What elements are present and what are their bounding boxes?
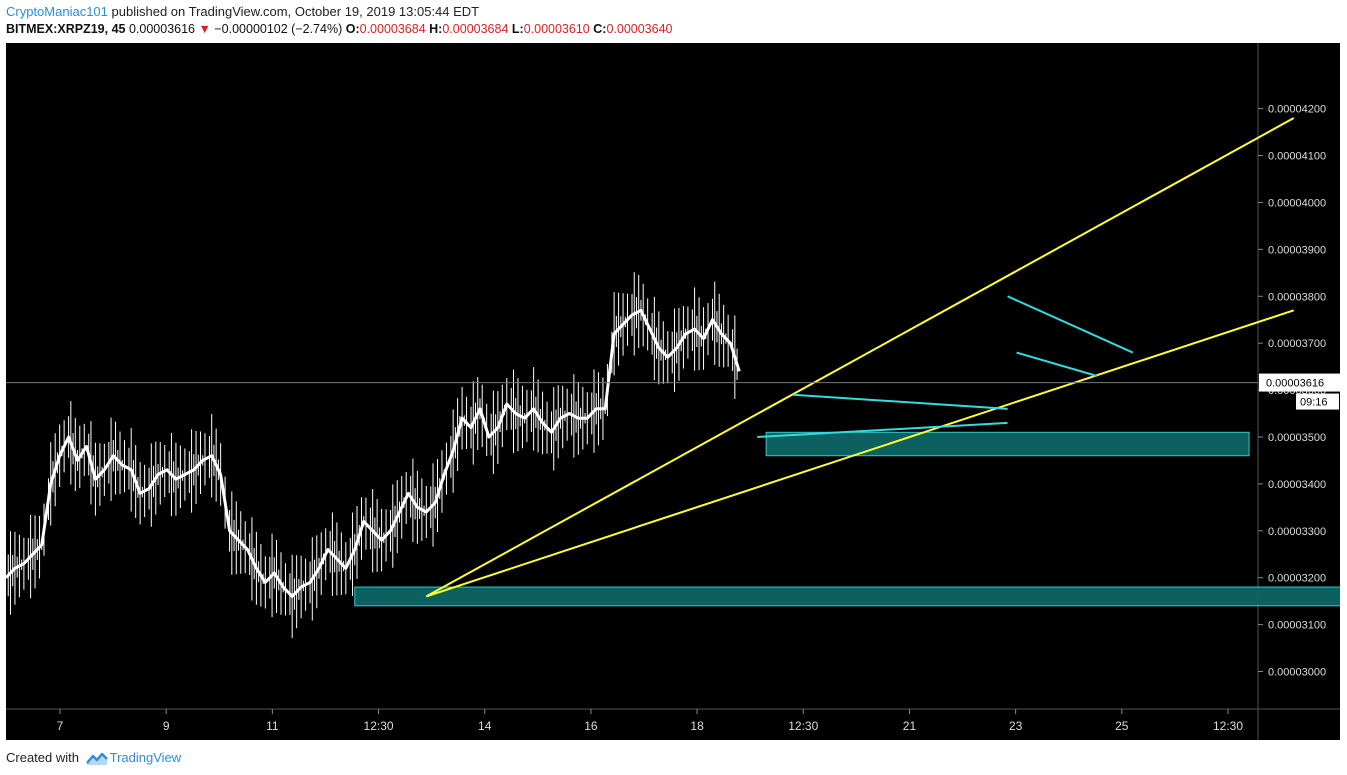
x-tick-label: 23	[1009, 719, 1023, 733]
y-tick-label: 0.00003000	[1268, 666, 1326, 678]
price-change: −0.00000102 (−2.74%)	[214, 22, 343, 36]
tradingview-logo-icon	[85, 752, 108, 765]
y-tick-label: 0.00003800	[1268, 291, 1326, 303]
price-chart[interactable]: 0.00004200 0.00004100 0.00004000 0.00003900…	[6, 43, 1340, 740]
x-tick-label: 18	[690, 719, 704, 733]
x-tick-label: 12:30	[1213, 719, 1243, 733]
support-zone	[354, 586, 1340, 607]
y-tick-label: 0.00003100	[1268, 620, 1326, 632]
trend-line	[425, 117, 1295, 598]
current-price-badge	[1259, 373, 1340, 392]
support-zone	[765, 431, 1250, 457]
y-tick-label: 0.00003300	[1268, 526, 1326, 538]
flag-line	[1016, 351, 1098, 377]
published-text: published on TradingView.com, October 19…	[111, 4, 480, 19]
high-label: H:	[429, 22, 443, 36]
y-tick-label: 0.00003200	[1268, 573, 1326, 585]
author-link[interactable]: CryptoManiac101	[6, 4, 108, 19]
x-tick-label: 16	[584, 719, 598, 733]
footer: Created with TradingView	[6, 750, 181, 766]
close-value: 0.00003640	[606, 22, 673, 36]
countdown-badge	[1296, 393, 1339, 410]
trend-line	[426, 309, 1295, 598]
current-price-label: 0.00003616	[1266, 378, 1324, 390]
y-tick-label: 0.00004100	[1268, 151, 1326, 163]
low-label: L:	[511, 22, 524, 36]
last-price: 0.00003616	[128, 22, 196, 36]
high-value: 0.00003684	[442, 22, 509, 36]
y-tick-label: 0.00003900	[1268, 244, 1326, 256]
change-arrow-icon: ▼	[198, 22, 211, 36]
flag-line	[1007, 295, 1134, 354]
y-tick-label: 0.00004000	[1268, 197, 1326, 209]
symbol-info: BITMEX:XRPZ19, 45 0.00003616 ▼ −0.000001…	[6, 22, 672, 36]
y-tick-label: 0.00003700	[1268, 338, 1326, 350]
x-tick-label: 12:30	[788, 719, 818, 733]
open-label: O:	[345, 22, 360, 36]
close-label: C:	[593, 22, 607, 36]
open-value: 0.00003684	[359, 22, 426, 36]
low-value: 0.00003610	[523, 22, 590, 36]
plot-area	[6, 43, 1258, 709]
x-tick-label: 21	[903, 719, 917, 733]
y-tick-label: 0.00003500	[1268, 432, 1326, 444]
publish-info: CryptoManiac101 published on TradingView…	[6, 4, 479, 19]
x-tick-label: 11	[266, 719, 279, 733]
x-tick-label: 7	[57, 719, 64, 733]
tradingview-brand-link[interactable]: TradingView	[109, 750, 182, 765]
y-tick-label: 0.00003400	[1268, 479, 1326, 491]
countdown-label: 09:16	[1300, 397, 1328, 409]
x-tick-label: 25	[1115, 719, 1129, 733]
x-tick-label: 14	[478, 719, 492, 733]
created-with-text: Created with	[6, 750, 79, 765]
symbol-label: BITMEX:XRPZ19, 45	[6, 22, 126, 36]
time-scale	[6, 709, 1340, 740]
flag-line	[757, 421, 1008, 438]
x-tick-label: 9	[163, 719, 170, 733]
y-tick-label: 0.00004200	[1268, 104, 1326, 116]
x-tick-label: 12:30	[364, 719, 394, 733]
flag-line	[792, 393, 1008, 410]
